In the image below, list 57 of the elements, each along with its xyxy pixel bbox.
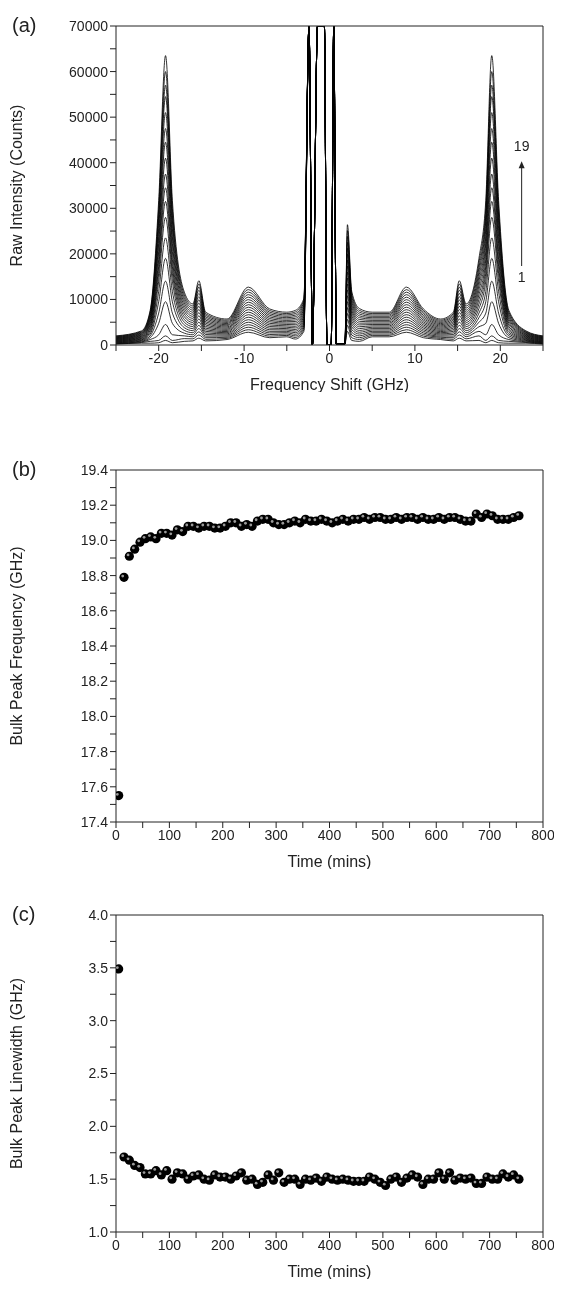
y-tick-label: 18.6 [80, 602, 109, 619]
y-tick-label: 17.4 [80, 813, 109, 830]
y-tick-label: 1.5 [88, 1171, 109, 1188]
y-tick-label: 19.2 [80, 497, 109, 514]
y-tick-label: 18.4 [80, 637, 109, 654]
x-tick-label: 800 [531, 826, 555, 843]
y-tick-label: 0 [100, 336, 109, 353]
annotation: 1 [517, 268, 526, 285]
y-tick-label: 3.0 [88, 1012, 109, 1029]
y-tick-label: 70000 [69, 17, 109, 34]
y-tick-label: 30000 [69, 200, 109, 217]
chart-title: (a) [12, 14, 37, 37]
y-tick-label: 50000 [69, 109, 109, 126]
x-tick-label: 800 [531, 1236, 555, 1253]
y-tick-label: 4.0 [88, 906, 109, 923]
x-tick-label: -10 [233, 349, 255, 366]
y-tick-label: 18.2 [80, 673, 109, 690]
y-axis-title: Bulk Peak Linewidth (GHz) [7, 977, 25, 1170]
chart-title: (b) [12, 458, 37, 481]
x-tick-label: 600 [424, 1236, 449, 1253]
x-tick-label: 20 [492, 349, 509, 366]
y-tick-label: 10000 [69, 291, 109, 308]
x-tick-label: 100 [157, 1236, 182, 1253]
x-tick-label: 200 [211, 826, 235, 843]
y-tick-label: 1.0 [88, 1223, 109, 1240]
y-tick-label: 17.6 [80, 778, 109, 795]
x-tick-label: 300 [264, 1236, 289, 1253]
y-tick-label: 18.8 [80, 567, 109, 584]
y-tick-label: 40000 [69, 154, 109, 171]
x-tick-label: 500 [371, 1236, 395, 1253]
y-tick-label: 18.0 [80, 708, 109, 725]
chart-title: (c) [12, 903, 36, 926]
y-tick-label: 2.0 [88, 1118, 109, 1135]
x-tick-label: -20 [148, 349, 170, 366]
x-tick-label: 0 [112, 826, 121, 843]
x-tick-label: 700 [477, 1236, 502, 1253]
y-tick-label: 17.8 [80, 743, 109, 760]
y-tick-label: 60000 [69, 63, 109, 80]
x-tick-label: 600 [424, 826, 449, 843]
annotation: 19 [513, 137, 530, 154]
x-tick-label: 0 [325, 349, 334, 366]
y-tick-label: 19.4 [80, 461, 109, 478]
y-tick-label: 19.0 [80, 532, 109, 549]
x-tick-label: 500 [371, 826, 395, 843]
y-tick-label: 20000 [69, 245, 109, 262]
y-tick-label: 3.5 [88, 959, 109, 976]
y-axis-title: Raw Intensity (Counts) [7, 104, 25, 267]
x-tick-label: 400 [317, 1236, 342, 1253]
x-tick-label: 100 [157, 826, 182, 843]
x-tick-label: 10 [407, 349, 423, 366]
x-tick-label: 400 [317, 826, 342, 843]
y-axis-title: Bulk Peak Frequency (GHz) [7, 546, 25, 746]
y-tick-label: 2.5 [88, 1065, 109, 1082]
x-tick-label: 700 [477, 826, 502, 843]
x-tick-label: 200 [211, 1236, 235, 1253]
x-tick-label: 300 [264, 826, 289, 843]
x-tick-label: 0 [112, 1236, 121, 1253]
